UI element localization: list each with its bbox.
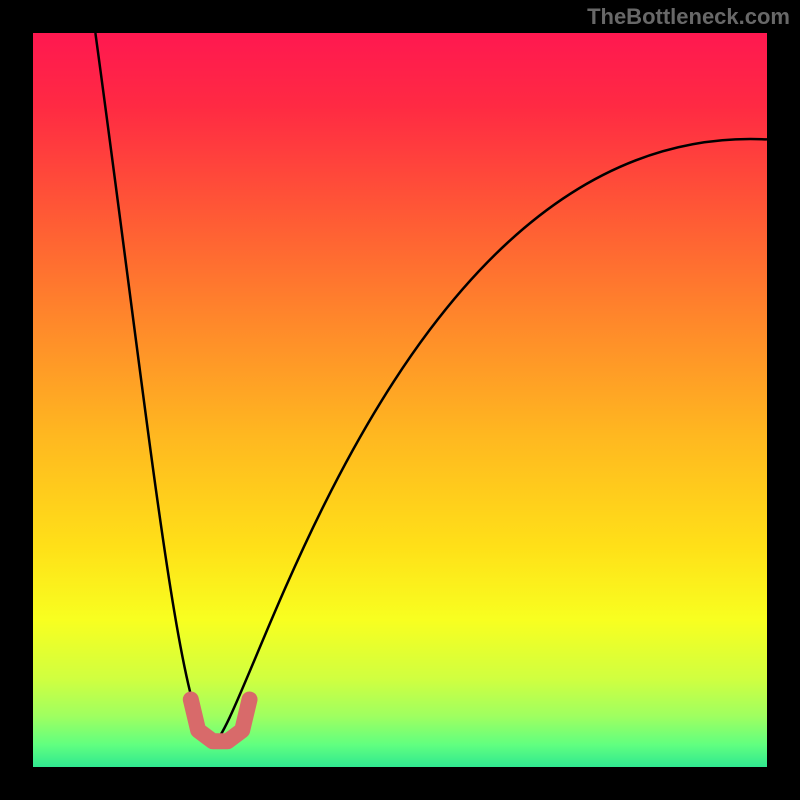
chart-container: TheBottleneck.com: [0, 0, 800, 800]
watermark-text: TheBottleneck.com: [587, 4, 790, 30]
bottleneck-chart: [0, 0, 800, 800]
